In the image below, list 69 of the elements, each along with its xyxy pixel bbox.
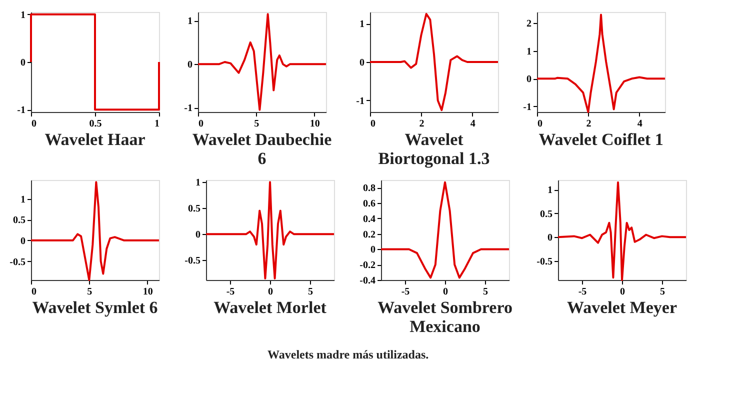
line-series (205, 181, 335, 280)
y-tick-label: 0.5 (188, 204, 200, 215)
x-tick-label: 4 (470, 118, 476, 130)
y-tick-label: 0 (20, 236, 26, 247)
x-tick-label: 1 (154, 118, 160, 130)
text: Wavelet Morlet (214, 298, 327, 317)
y-tick-label: 0.4 (363, 214, 376, 225)
text: Wavelet Biortogonal 1.3 (378, 130, 490, 168)
x-tick-label: 5 (87, 286, 92, 298)
y-tick-label: -0.5 (10, 256, 26, 268)
x-tick-label: 0 (32, 118, 36, 130)
y-tick-label: 1 (20, 10, 26, 21)
y-tick-label: 1 (188, 16, 192, 28)
y-tick-label: -1 (17, 105, 26, 116)
x-tick-label: 4 (637, 118, 642, 130)
y-tick-label: 1 (526, 46, 532, 58)
y-tick-label: 0 (20, 58, 26, 68)
line-series (536, 14, 666, 113)
y-tick-label: -1 (184, 103, 192, 114)
x-tick-label: 5 (483, 286, 488, 298)
y-tick-label: 0 (370, 244, 376, 256)
y-tick-label: 1 (20, 194, 26, 206)
y-tick-label: 0 (526, 74, 532, 86)
text: Wavelet Meyer (567, 298, 678, 317)
x-tick-label: 5 (308, 286, 313, 298)
x-tick-label: 0 (620, 286, 625, 298)
y-tick-label: 0.5 (13, 215, 26, 226)
line-series (369, 12, 499, 112)
text: Wavelet Haar (44, 130, 146, 149)
x-tick-label: -5 (226, 286, 235, 298)
y-tick-label: -0.5 (536, 256, 552, 268)
y-tick-label: 1 (360, 19, 364, 30)
y-tick-label: -0.2 (360, 260, 376, 272)
x-tick-label: 0 (32, 286, 36, 298)
x-tick-label: 0 (443, 286, 448, 298)
text: Wavelet Daubechie 6 (192, 130, 332, 168)
y-tick-label: -0.4 (360, 276, 376, 286)
x-tick-label: -5 (401, 286, 410, 298)
line-series (197, 13, 327, 111)
x-tick-label: 2 (419, 118, 424, 130)
y-tick-label: 2 (526, 18, 532, 30)
y-tick-label: 1 (548, 185, 552, 196)
x-tick-label: 10 (142, 286, 153, 298)
x-tick-label: 5 (660, 286, 665, 298)
x-tick-label: 0.5 (89, 118, 102, 130)
line-series (30, 181, 160, 281)
text: Wavelet Sombrero Mexicano (378, 298, 512, 336)
x-tick-label: 2 (586, 118, 592, 130)
x-tick-label: 10 (310, 118, 320, 130)
x-tick-label: 0 (268, 286, 273, 298)
text: Wavelets madre más utilizadas. (268, 348, 429, 362)
line-series (557, 181, 687, 281)
y-tick-label: 0 (548, 232, 552, 244)
y-tick-label: -0.5 (184, 256, 200, 267)
text: Wavelet Symlet 6 (32, 298, 158, 317)
y-tick-label: 0.2 (363, 229, 376, 240)
y-tick-label: 1 (196, 178, 200, 189)
text: Wavelet Coiflet 1 (538, 130, 664, 149)
line-series (380, 181, 510, 279)
y-tick-label: 0 (196, 230, 200, 241)
y-tick-label: 0 (188, 60, 192, 71)
y-tick-label: 0.8 (363, 183, 376, 194)
y-tick-label: -1 (356, 96, 364, 107)
y-tick-label: 0.6 (363, 198, 376, 210)
y-tick-label: 0.5 (540, 208, 552, 220)
x-tick-label: 5 (254, 118, 260, 130)
y-tick-label: 0 (360, 58, 364, 68)
y-tick-label: -1 (523, 102, 532, 113)
x-tick-label: -5 (578, 286, 587, 298)
